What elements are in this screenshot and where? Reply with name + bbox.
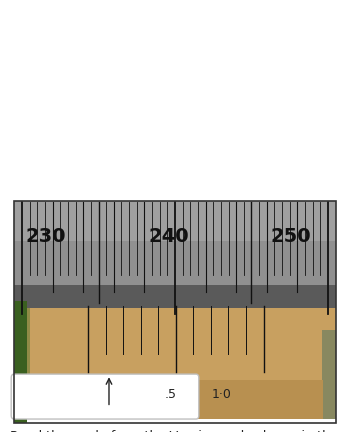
Bar [14, 301, 27, 423]
Text: 240: 240 [148, 227, 189, 246]
Bar [27, 380, 323, 419]
Text: 1·0: 1·0 [212, 388, 232, 401]
Bar [322, 330, 336, 419]
FancyBboxPatch shape [11, 374, 199, 419]
Bar [14, 308, 336, 419]
Text: .5: .5 [164, 388, 176, 401]
Bar [14, 308, 30, 419]
Text: Read the angle from the Vernier scale shown in the
picture and enter the value w: Read the angle from the Vernier scale sh… [10, 430, 350, 432]
Text: 230: 230 [26, 227, 66, 246]
Bar [14, 285, 336, 330]
Bar [14, 201, 336, 241]
Bar [14, 201, 336, 286]
Text: 250: 250 [271, 227, 311, 246]
Bar [14, 201, 336, 423]
